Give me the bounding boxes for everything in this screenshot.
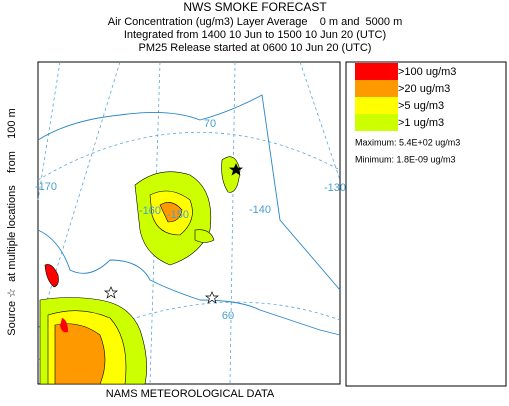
subtitle: Integrated from 1400 10 Jun to 1500 10 J… [124,29,386,41]
legend-minimum: Minimum: 1.8E-09 ug/m3 [355,154,456,164]
map: -170 -160 -150 -140 -130 70 60 [35,61,346,385]
legend-swatch [355,63,398,80]
graticule-label: -170 [35,181,57,193]
smoke-plume [39,156,241,385]
legend-swatch [355,97,398,114]
footer: NAMS METEOROLOGICAL DATA [106,388,275,400]
graticule-label: -130 [324,182,346,194]
graticule [37,61,341,385]
title: NWS SMOKE FORECAST [183,0,327,14]
graticule-label: 70 [204,118,216,130]
source-markers [103,163,244,304]
graticule-label: -160 [139,205,161,217]
legend-swatch [355,80,398,97]
source-label: Source ☆ at multiple locations from 100 … [6,108,18,336]
subtitle: Air Concentration (ug/m3) Layer Average … [108,16,403,28]
legend-label: >20 ug/m3 [398,83,450,95]
graticule-label: -150 [167,209,189,221]
legend-maximum: Maximum: 5.4E+02 ug/m3 [355,137,460,147]
legend-label: >100 ug/m3 [398,66,456,78]
legend: >100 ug/m3 >20 ug/m3 >5 ug/m3 >1 ug/m3 Maxi… [345,61,507,387]
legend-label: >5 ug/m3 [398,100,444,112]
legend-swatch [355,114,398,131]
graticule-label: 60 [222,310,234,322]
subtitle: PM25 Release started at 0600 10 Jun 20 (… [139,42,372,54]
legend-label: >1 ug/m3 [398,117,444,129]
graticule-label: -140 [249,204,271,216]
